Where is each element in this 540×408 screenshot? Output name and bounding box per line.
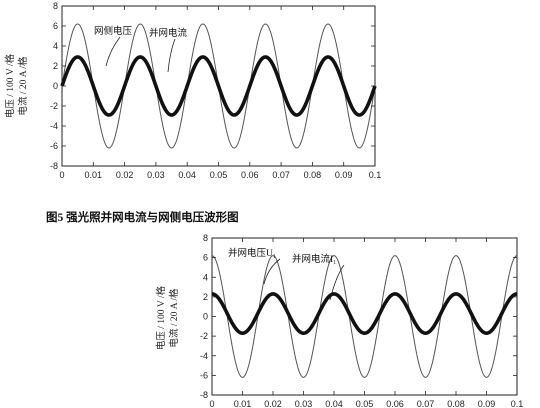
x-tick-label: 0.1 xyxy=(369,170,382,180)
chart-bottom-ylabel-voltage: 电压 / 100 V /格 xyxy=(155,285,167,350)
chart-top-ylabel-voltage: 电压 / 100 V /格 xyxy=(4,53,16,118)
x-tick-label: 0 xyxy=(59,170,64,180)
x-tick-label: 0.09 xyxy=(335,170,353,180)
x-tick-label: 0.09 xyxy=(478,399,496,408)
y-tick-label: 0 xyxy=(203,312,208,322)
x-tick-label: 0.07 xyxy=(417,399,435,408)
x-tick-label: 0.06 xyxy=(241,170,259,180)
x-tick-label: 0.01 xyxy=(234,399,252,408)
y-tick-label: 2 xyxy=(203,292,208,302)
x-tick-label: 0.08 xyxy=(304,170,322,180)
y-tick-label: -6 xyxy=(200,370,208,380)
chart-top-ylabel-current: 电流 / 20 A /格 xyxy=(17,56,29,116)
y-tick-label: -8 xyxy=(50,161,58,171)
chart-bottom-leader-voltage xyxy=(263,258,281,285)
y-tick-label: -2 xyxy=(50,101,58,111)
y-tick-label: -4 xyxy=(50,121,58,131)
chart-top-annotation-current: 并网电流 xyxy=(149,27,188,39)
chart-bottom-leader-current xyxy=(329,264,345,301)
x-tick-label: 0.1 xyxy=(511,399,524,408)
x-tick-label: 0.07 xyxy=(272,170,290,180)
current-series-line xyxy=(210,292,519,335)
y-tick-label: -8 xyxy=(200,390,208,400)
x-tick-label: 0.05 xyxy=(356,399,374,408)
current-series-line xyxy=(60,55,377,117)
x-tick-label: 0.06 xyxy=(386,399,404,408)
x-tick-label: 0.01 xyxy=(85,170,103,180)
y-tick-label: 4 xyxy=(53,41,58,51)
y-tick-label: 0 xyxy=(53,81,58,91)
x-tick-label: 0.05 xyxy=(210,170,228,180)
y-tick-label: 8 xyxy=(203,233,208,243)
chart-top-annotation-voltage: 网侧电压 xyxy=(94,25,133,37)
y-tick-label: 6 xyxy=(203,253,208,263)
y-tick-label: 4 xyxy=(203,272,208,282)
chart-bottom-y-ticks: -8 -6 -4 -2 0 2 4 6 8 xyxy=(200,233,517,400)
figure-caption: 图5 强光照并网电流与网侧电压波形图 xyxy=(46,210,239,224)
x-tick-label: 0.03 xyxy=(147,170,165,180)
chart-top-plot xyxy=(60,23,377,149)
x-tick-label: 0.08 xyxy=(447,399,465,408)
x-tick-label: 0.04 xyxy=(325,399,343,408)
chart-bottom-ylabel-current: 电流 / 20 A /格 xyxy=(168,288,180,348)
chart-bottom-plot xyxy=(210,255,519,378)
x-tick-label: 0.02 xyxy=(264,399,282,408)
chart-bottom-annotation-voltage: 并网电压U₁ xyxy=(228,247,276,259)
chart-top-y-ticks: -8 -6 -4 -2 0 2 4 6 8 xyxy=(50,1,375,171)
voltage-series-line xyxy=(211,255,518,378)
x-tick-label: 0.04 xyxy=(178,170,196,180)
y-tick-label: -4 xyxy=(200,351,208,361)
y-tick-label: -6 xyxy=(50,141,58,151)
x-tick-label: 0.03 xyxy=(295,399,313,408)
y-tick-label: 8 xyxy=(53,1,58,11)
y-tick-label: -2 xyxy=(200,331,208,341)
y-tick-label: 6 xyxy=(53,21,58,31)
chart-top-leader-current xyxy=(167,38,176,73)
x-tick-label: 0.02 xyxy=(116,170,134,180)
y-tick-label: 2 xyxy=(53,61,58,71)
chart-bottom-x-ticks: 0 0.01 0.02 0.03 0.04 0.05 0.06 0.07 0.08 0.09 0.1 xyxy=(209,238,523,408)
chart-top-x-ticks: 0 0.01 0.02 0.03 0.04 0.05 0.06 0.07 0.08 0.09 0.1 xyxy=(59,6,381,180)
chart-bottom-annotation-current: 并网电流I₁ xyxy=(292,253,336,265)
chart-top-leader-voltage xyxy=(105,36,121,67)
x-tick-label: 0 xyxy=(209,399,214,408)
